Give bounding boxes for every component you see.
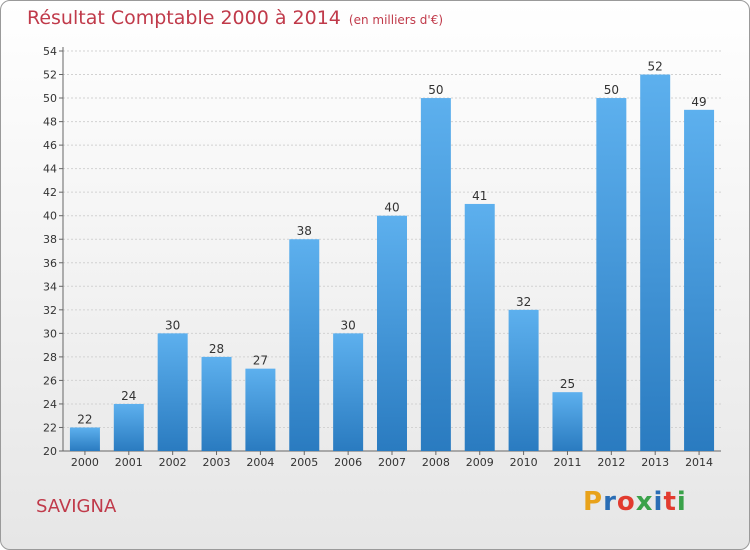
bar-2014 [684, 109, 715, 451]
logo-letter: i [653, 487, 664, 517]
x-tick-label-2007: 2007 [378, 456, 406, 469]
chart-title-text: Résultat Comptable 2000 à 2014 [27, 7, 341, 29]
value-label-2004: 27 [253, 354, 268, 368]
chart-title: Résultat Comptable 2000 à 2014 (en millie… [27, 7, 443, 29]
logo-letter: x [635, 487, 654, 517]
logo-letter: P [583, 487, 604, 517]
place-name: SAVIGNA [36, 496, 117, 517]
y-tick-label: 22 [43, 421, 57, 434]
y-tick-label: 34 [43, 280, 57, 293]
y-tick-label: 40 [43, 210, 57, 223]
bar-2007 [377, 215, 407, 451]
x-tick-label-2009: 2009 [466, 456, 494, 469]
y-tick-label: 46 [43, 139, 57, 152]
bar-2008 [420, 98, 451, 451]
bar-2010 [508, 309, 539, 451]
value-label-2000: 22 [77, 412, 92, 426]
x-tick-label-2013: 2013 [641, 456, 669, 469]
proxiti-logo: Proxiti [583, 487, 687, 517]
bars: 22 24 30 28 27 38 30 40 50 41 32 25 50 52 49 [69, 60, 715, 451]
x-tick-label-2002: 2002 [159, 456, 187, 469]
bar-2000 [69, 427, 100, 451]
x-tick-label-2010: 2010 [510, 456, 538, 469]
value-label-2011: 25 [560, 377, 575, 391]
x-tick-label-2001: 2001 [115, 456, 143, 469]
x-tick-label-2000: 2000 [71, 456, 99, 469]
logo-letter: r [603, 487, 617, 517]
y-tick-label: 20 [43, 445, 57, 458]
value-label-2010: 32 [516, 295, 531, 309]
y-tick-label: 26 [43, 374, 57, 387]
y-tick-label: 50 [43, 92, 57, 105]
value-label-2005: 38 [297, 224, 312, 238]
value-label-2014: 49 [691, 95, 706, 109]
x-tick-label-2004: 2004 [246, 456, 274, 469]
x-tick-label-2006: 2006 [334, 456, 362, 469]
y-tick-label: 30 [43, 327, 57, 340]
logo-letter: i [676, 487, 687, 517]
logo-letter: o [616, 487, 636, 517]
bar-2009 [464, 203, 495, 451]
y-tick-label: 36 [43, 257, 57, 270]
value-label-2012: 50 [604, 83, 619, 97]
value-label-2013: 52 [648, 60, 663, 74]
x-tick-label-2003: 2003 [203, 456, 231, 469]
y-tick-label: 38 [43, 233, 57, 246]
x-tick-label-2012: 2012 [597, 456, 625, 469]
logo-letter: t [663, 487, 677, 517]
value-label-2009: 41 [472, 189, 487, 203]
bar-2011 [552, 392, 583, 451]
value-label-2001: 24 [121, 389, 136, 403]
value-label-2006: 30 [340, 318, 355, 332]
y-tick-label: 28 [43, 351, 57, 364]
axes: 20 22 24 26 28 30 32 34 36 38 40 42 44 46 48 50 52 54 2000… [43, 45, 721, 469]
y-tick-label: 24 [43, 398, 57, 411]
bar-2002 [157, 333, 188, 451]
bar-2001 [113, 403, 144, 451]
y-tick-label: 54 [43, 45, 57, 58]
bar-2003 [201, 356, 232, 451]
y-tick-label: 52 [43, 69, 57, 82]
y-tick-label: 32 [43, 304, 57, 317]
value-label-2008: 50 [428, 83, 443, 97]
bar-2012 [596, 98, 627, 451]
x-tick-label-2014: 2014 [685, 456, 713, 469]
value-label-2002: 30 [165, 318, 180, 332]
value-label-2003: 28 [209, 342, 224, 356]
y-tick-label: 48 [43, 116, 57, 129]
x-tick-label-2005: 2005 [290, 456, 318, 469]
x-tick-label-2008: 2008 [422, 456, 450, 469]
bar-2004 [245, 368, 276, 451]
y-tick-label: 42 [43, 186, 57, 199]
bar-2013 [640, 74, 671, 451]
bar-2005 [289, 239, 320, 451]
x-tick-label-2011: 2011 [553, 456, 581, 469]
y-tick-label: 44 [43, 163, 57, 176]
value-label-2007: 40 [384, 201, 399, 215]
bar-2006 [333, 333, 364, 451]
chart-subtitle: (en milliers d'€) [348, 13, 444, 27]
